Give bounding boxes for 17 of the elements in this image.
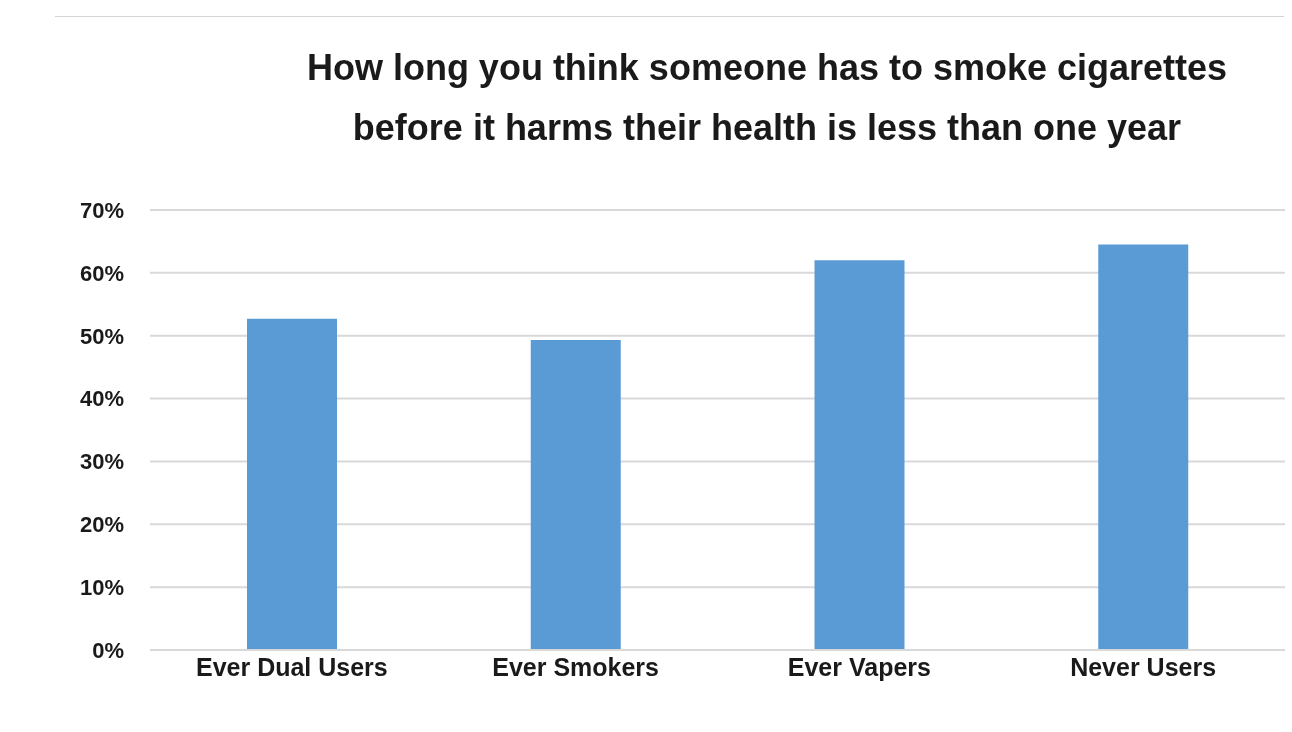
- y-tick-label: 30%: [79, 449, 124, 475]
- bar: [247, 318, 337, 650]
- bar: [530, 340, 621, 650]
- y-tick-label: 50%: [79, 323, 124, 349]
- x-tick-label: Ever Smokers: [492, 653, 660, 681]
- bar: [814, 260, 905, 650]
- bar: [1098, 244, 1189, 650]
- x-tick-label: Ever Dual Users: [195, 653, 388, 681]
- y-tick-label: 0%: [92, 637, 124, 663]
- chart-title: How long you think someone has to smoke cigarettes before it harms their health is less than one year: [305, 46, 1229, 150]
- x-tick-label: Never Users: [1070, 653, 1217, 681]
- y-tick-label: 70%: [79, 197, 124, 223]
- y-tick-label: 40%: [79, 386, 124, 412]
- y-tick-label: 10%: [79, 574, 124, 600]
- y-tick-label: 60%: [79, 260, 124, 286]
- y-tick-label: 20%: [79, 512, 124, 538]
- x-tick-label: Ever Vapers: [787, 653, 931, 681]
